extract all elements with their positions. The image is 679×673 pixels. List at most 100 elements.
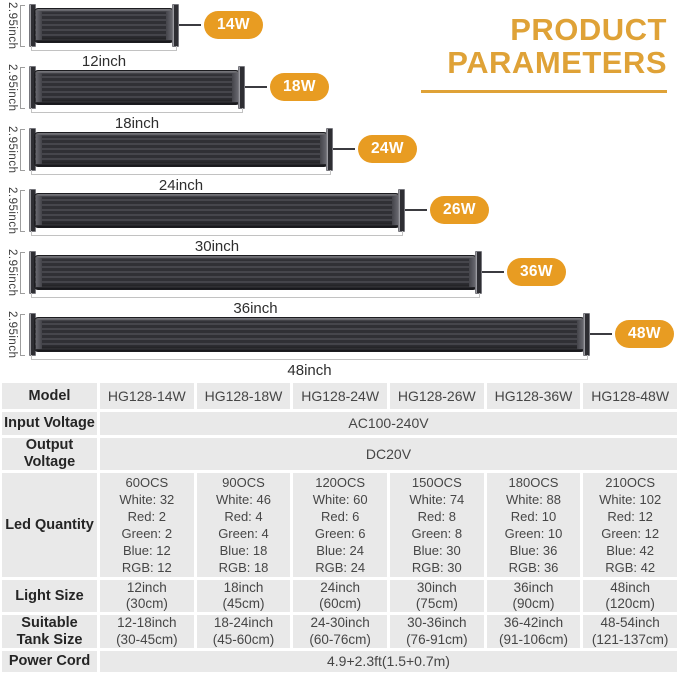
size-inch: 30inch [416,579,457,595]
led-line: White: 46 [216,492,271,507]
page-title-line2: PARAMETERS [447,44,667,80]
length-dimension-bracket [31,108,243,113]
size-inch: 36inch [513,579,554,595]
size-cm: (120cm) [605,596,655,611]
led-line: 90OCS [222,475,265,490]
led-line: RGB: 42 [605,560,656,575]
led-line: Blue: 42 [606,543,654,558]
led-light-bar [29,128,333,171]
length-dimension-label: 36inch [233,300,278,317]
power-cable-line [245,86,267,88]
height-dimension-bracket [20,252,25,294]
page-title: PRODUCT PARAMETERS [421,13,667,93]
table-cell-led-quantity: 60OCS White: 32 Red: 2 Green: 2 Blue: 12… [100,473,194,577]
led-line: Red: 2 [127,509,166,524]
led-line: Blue: 24 [316,543,364,558]
table-cell-led-quantity: 210OCS White: 102 Red: 12 Green: 12 Blue… [583,473,677,577]
height-dimension-label: 2.95inch [6,2,18,50]
table-cell-light-size: 18inch (45cm) [196,579,291,612]
led-line: Red: 8 [417,509,456,524]
table-cell-tank-size: 48-54inch (121-137cm) [583,615,677,648]
light-diagram-24w: 2.95inch 24inch 24W [3,126,417,194]
size-cm: (76-91cm) [406,631,468,647]
height-dimension-label: 2.95inch [6,187,18,235]
model-value: HG128-18W [204,387,283,404]
size-inch: 48-54inch [600,615,660,630]
height-dimension-bracket [20,190,25,232]
table-cell-light-size: 36inch (90cm) [486,579,581,612]
wattage-badge: 24W [358,135,417,163]
led-line: 150OCS [411,475,462,490]
table-cell-power-cord: 4.9+2.3ft(1.5+0.7m) [100,651,677,672]
row-label-text: Model [28,387,71,404]
led-line: 210OCS [605,475,656,490]
led-line: Green: 10 [504,526,563,541]
height-dimension-bracket [20,129,25,171]
led-line: Green: 8 [411,526,463,541]
led-line: White: 60 [312,492,368,507]
led-line: Red: 10 [510,509,557,524]
power-cable-line [482,271,504,273]
size-cm: (60-76cm) [309,631,371,647]
length-dimension-bracket [31,293,480,298]
table-cell-tank-size: 24-30inch (60-76cm) [293,615,387,648]
led-line: Blue: 12 [122,543,171,558]
table-cell-light-size: 48inch (120cm) [583,580,677,612]
row-label-text: Led Quantity [5,516,94,533]
length-dimension-bracket [31,170,331,175]
output-voltage-value: DC20V [365,445,412,462]
row-label-led-quantity: Led Quantity [2,473,97,577]
size-cm: (90cm) [512,596,555,611]
row-label-text: Voltage [23,454,76,470]
table-cell-tank-size: 18-24inch (45-60cm) [196,615,291,648]
bar-body [34,132,328,167]
led-line: White: 32 [119,492,175,507]
table-cell-led-quantity: 90OCS White: 46 Red: 4 Green: 4 Blue: 18… [196,473,291,577]
table-cell-tank-size: 30-36inch (76-91cm) [389,615,484,648]
title-underline [421,89,667,93]
size-inch: 24inch [320,579,361,595]
led-light-bar [29,4,179,47]
power-cable-line [179,24,201,26]
height-dimension-label: 2.95inch [6,311,18,359]
led-line: 60OCS [125,475,169,490]
table-cell-tank-size: 36-42inch (91-106cm) [486,615,581,648]
light-diagram-18w: 2.95inch 18inch 18W [3,64,329,132]
row-label-text: Tank Size [16,631,83,648]
led-line: Blue: 18 [219,543,268,558]
led-line: Green: 6 [314,526,366,541]
led-line: Green: 4 [218,526,269,541]
bar-mount-right [475,251,482,294]
led-light-bar [29,313,590,356]
length-dimension-bracket [31,355,588,360]
wattage-badge: 36W [507,258,566,286]
height-dimension-label: 2.95inch [6,126,18,174]
led-line: Red: 6 [321,509,360,524]
bar-body [34,255,477,290]
size-inch: 30-36inch [407,615,467,630]
length-dimension-label: 48inch [287,362,332,379]
size-cm: (45cm) [222,596,265,611]
led-light-bar [29,66,245,109]
led-line: White: 88 [506,492,561,507]
led-light-bar [29,189,405,232]
size-inch: 18inch [223,579,264,595]
size-cm: (45-60cm) [212,631,275,647]
bar-mount-right [238,66,245,109]
led-line: 180OCS [508,475,559,490]
table-cell-tank-size: 12-18inch (30-45cm) [100,615,194,648]
row-label-input-voltage: Input Voltage [2,412,97,435]
size-inch: 48inch [610,579,651,595]
row-label-output-voltage: Output Voltage [2,437,97,470]
height-dimension-bracket [20,5,25,47]
input-voltage-value: AC100-240V [348,415,429,432]
table-cell-output-voltage: DC20V [100,438,677,470]
height-dimension-label: 2.95inch [6,64,18,112]
led-light-bar [29,251,482,294]
height-dimension-label: 2.95inch [6,249,18,297]
bar-body [34,317,585,352]
row-label-tank-size: Suitable Tank Size [2,615,97,648]
power-cord-value: 4.9+2.3ft(1.5+0.7m) [327,653,450,670]
bar-mount-right [583,313,590,356]
bar-body [34,193,400,228]
